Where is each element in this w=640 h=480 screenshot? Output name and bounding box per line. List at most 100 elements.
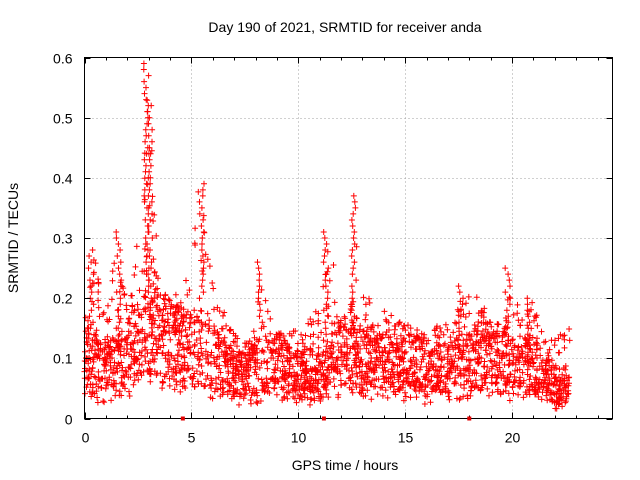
data-point — [254, 359, 261, 366]
data-point — [258, 286, 265, 293]
data-point — [93, 327, 100, 334]
data-point — [506, 397, 513, 404]
data-point — [230, 360, 237, 367]
data-point — [510, 311, 517, 318]
data-point — [144, 108, 151, 115]
data-point — [525, 349, 531, 356]
data-point — [115, 347, 122, 354]
data-point — [95, 280, 102, 287]
data-point — [144, 333, 151, 340]
data-point — [270, 340, 277, 347]
data-point — [350, 265, 357, 272]
data-point — [315, 320, 322, 327]
data-point — [348, 325, 355, 332]
data-point — [190, 373, 197, 380]
data-point — [334, 340, 341, 347]
data-point — [349, 371, 356, 378]
data-point — [445, 351, 452, 358]
data-point — [557, 396, 563, 403]
data-point — [543, 360, 550, 367]
data-point — [307, 388, 314, 395]
data-point — [538, 359, 545, 366]
data-point — [531, 379, 538, 386]
data-point — [159, 312, 166, 319]
data-point — [356, 381, 363, 388]
data-point — [101, 399, 108, 406]
data-point — [456, 343, 463, 350]
data-point — [329, 354, 336, 361]
data-point — [240, 395, 247, 402]
data-point — [320, 229, 327, 235]
data-point — [335, 319, 342, 326]
data-point — [203, 376, 209, 383]
data-point — [222, 342, 229, 349]
data-point — [374, 391, 381, 398]
data-point — [360, 294, 367, 301]
data-point — [125, 319, 131, 326]
data-point — [306, 380, 313, 387]
data-point — [216, 365, 222, 372]
data-point — [502, 265, 509, 272]
data-point — [534, 322, 541, 329]
data-point — [157, 307, 164, 314]
data-point — [292, 387, 299, 394]
data-point — [114, 307, 121, 314]
data-point — [437, 325, 444, 331]
data-point — [483, 371, 490, 378]
data-point — [322, 247, 329, 253]
data-point — [253, 371, 260, 378]
data-point — [121, 292, 128, 298]
data-point — [516, 383, 523, 390]
data-point — [187, 344, 194, 351]
data-point — [138, 352, 145, 359]
gap-marker — [180, 416, 185, 421]
data-point — [289, 363, 296, 370]
data-point — [244, 380, 251, 387]
data-point — [184, 362, 191, 369]
data-point — [87, 277, 93, 284]
data-point — [141, 90, 148, 97]
data-point — [88, 393, 95, 400]
data-point — [93, 339, 100, 346]
data-point — [186, 287, 193, 294]
data-point — [477, 387, 484, 394]
data-point — [506, 361, 513, 368]
data-point — [146, 253, 153, 259]
data-point — [235, 367, 242, 374]
data-point — [292, 328, 299, 334]
data-point — [505, 271, 512, 278]
data-point — [530, 360, 537, 367]
data-point — [561, 344, 568, 351]
data-point — [206, 323, 212, 329]
data-point — [483, 335, 490, 342]
data-point — [469, 370, 476, 377]
data-point — [403, 367, 410, 374]
data-point — [136, 337, 143, 343]
data-point — [204, 310, 211, 317]
data-point — [198, 345, 205, 352]
data-point — [158, 331, 165, 338]
data-point — [524, 366, 531, 373]
data-point — [102, 385, 109, 392]
data-point — [264, 358, 271, 365]
data-point — [206, 263, 213, 270]
data-point — [335, 327, 342, 334]
data-point — [106, 344, 113, 351]
data-point — [497, 390, 504, 397]
data-point — [527, 373, 534, 379]
data-point — [566, 326, 573, 332]
data-point — [473, 294, 480, 301]
data-point — [479, 334, 486, 341]
x-tick-label: 0 — [82, 430, 90, 446]
data-point — [196, 328, 203, 335]
data-point — [322, 357, 329, 364]
data-point — [432, 332, 439, 339]
data-point — [311, 397, 318, 404]
data-point — [429, 364, 436, 371]
data-point — [465, 364, 472, 371]
data-point — [394, 347, 401, 354]
data-point — [265, 339, 272, 346]
data-point — [482, 347, 489, 354]
data-point — [428, 373, 435, 380]
data-point — [524, 295, 531, 302]
